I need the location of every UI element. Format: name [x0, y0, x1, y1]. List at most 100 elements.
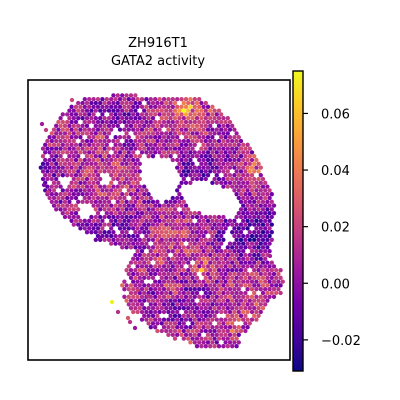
spot: [98, 108, 103, 113]
spot: [170, 302, 175, 307]
spot: [254, 271, 259, 277]
colorbar-tick-label: 0.06: [321, 107, 350, 122]
spot: [142, 290, 147, 296]
spot: [265, 230, 270, 235]
spot: [214, 157, 219, 163]
spot: [183, 104, 189, 109]
spot: [210, 332, 215, 337]
spot: [146, 313, 151, 318]
spot: [192, 309, 197, 315]
spot: [216, 123, 222, 128]
spot: [139, 135, 145, 140]
spot: [225, 245, 230, 250]
spot: [183, 332, 189, 337]
spot: [115, 116, 120, 121]
spot: [157, 271, 162, 277]
spot: [150, 321, 156, 326]
spot: [135, 112, 140, 117]
spot: [153, 241, 158, 246]
spot: [227, 165, 233, 170]
spot: [223, 226, 228, 231]
spot: [45, 176, 50, 182]
spot: [190, 252, 195, 258]
spot: [131, 241, 136, 246]
spot: [67, 131, 72, 136]
spot: [221, 344, 226, 349]
spot: [100, 127, 105, 132]
spot: [238, 268, 244, 273]
spot: [128, 283, 134, 288]
spot: [183, 180, 189, 185]
spot: [78, 188, 83, 193]
spot: [161, 287, 167, 292]
spot: [76, 123, 81, 128]
spot: [137, 138, 142, 144]
spot: [192, 325, 197, 330]
spot: [208, 252, 213, 258]
spot: [254, 287, 259, 292]
spot: [203, 252, 208, 258]
spot: [153, 97, 158, 102]
spot: [238, 214, 244, 220]
spot: [45, 184, 50, 189]
spot: [106, 154, 112, 159]
spot: [243, 207, 248, 212]
spot: [267, 211, 272, 216]
spot: [203, 214, 208, 220]
spot: [109, 218, 114, 223]
spot: [78, 112, 83, 117]
spot: [142, 192, 147, 197]
spot: [139, 271, 145, 277]
spot: [166, 309, 171, 315]
spot: [267, 279, 272, 284]
spot: [223, 271, 228, 277]
spot: [208, 275, 213, 280]
spot: [183, 165, 189, 170]
spot: [168, 313, 173, 318]
spot: [236, 180, 241, 185]
spot: [212, 252, 217, 258]
spot: [223, 127, 228, 132]
spot: [124, 108, 129, 113]
spot: [208, 313, 213, 318]
spot: [135, 211, 140, 216]
spot: [135, 119, 140, 125]
spot: [155, 313, 160, 318]
spot: [188, 135, 193, 140]
spot: [142, 298, 147, 303]
spot: [225, 260, 230, 265]
spot: [256, 176, 261, 182]
spot: [234, 138, 239, 144]
spot: [49, 184, 54, 189]
spot: [223, 279, 228, 284]
spot: [166, 317, 171, 322]
spot: [142, 131, 147, 136]
spot: [117, 203, 123, 208]
spot: [269, 222, 274, 227]
spot: [183, 135, 189, 140]
spot: [120, 176, 125, 182]
spot: [271, 279, 277, 284]
spot: [146, 230, 151, 235]
spot: [223, 325, 228, 330]
spot: [232, 340, 237, 345]
spot: [135, 249, 140, 254]
spot: [208, 290, 213, 296]
spot: [157, 127, 162, 132]
spot: [172, 298, 178, 303]
spot: [243, 154, 248, 159]
spot: [274, 283, 279, 288]
spot: [225, 131, 230, 136]
spot: [245, 188, 250, 193]
spot: [225, 222, 230, 227]
spot: [199, 321, 204, 326]
spot: [205, 135, 211, 140]
spot: [164, 207, 169, 212]
spot: [89, 146, 94, 151]
spot: [98, 138, 103, 144]
spot: [87, 218, 92, 223]
spot: [115, 169, 120, 174]
spot: [120, 214, 125, 220]
spot: [201, 127, 206, 132]
spot: [252, 260, 257, 265]
